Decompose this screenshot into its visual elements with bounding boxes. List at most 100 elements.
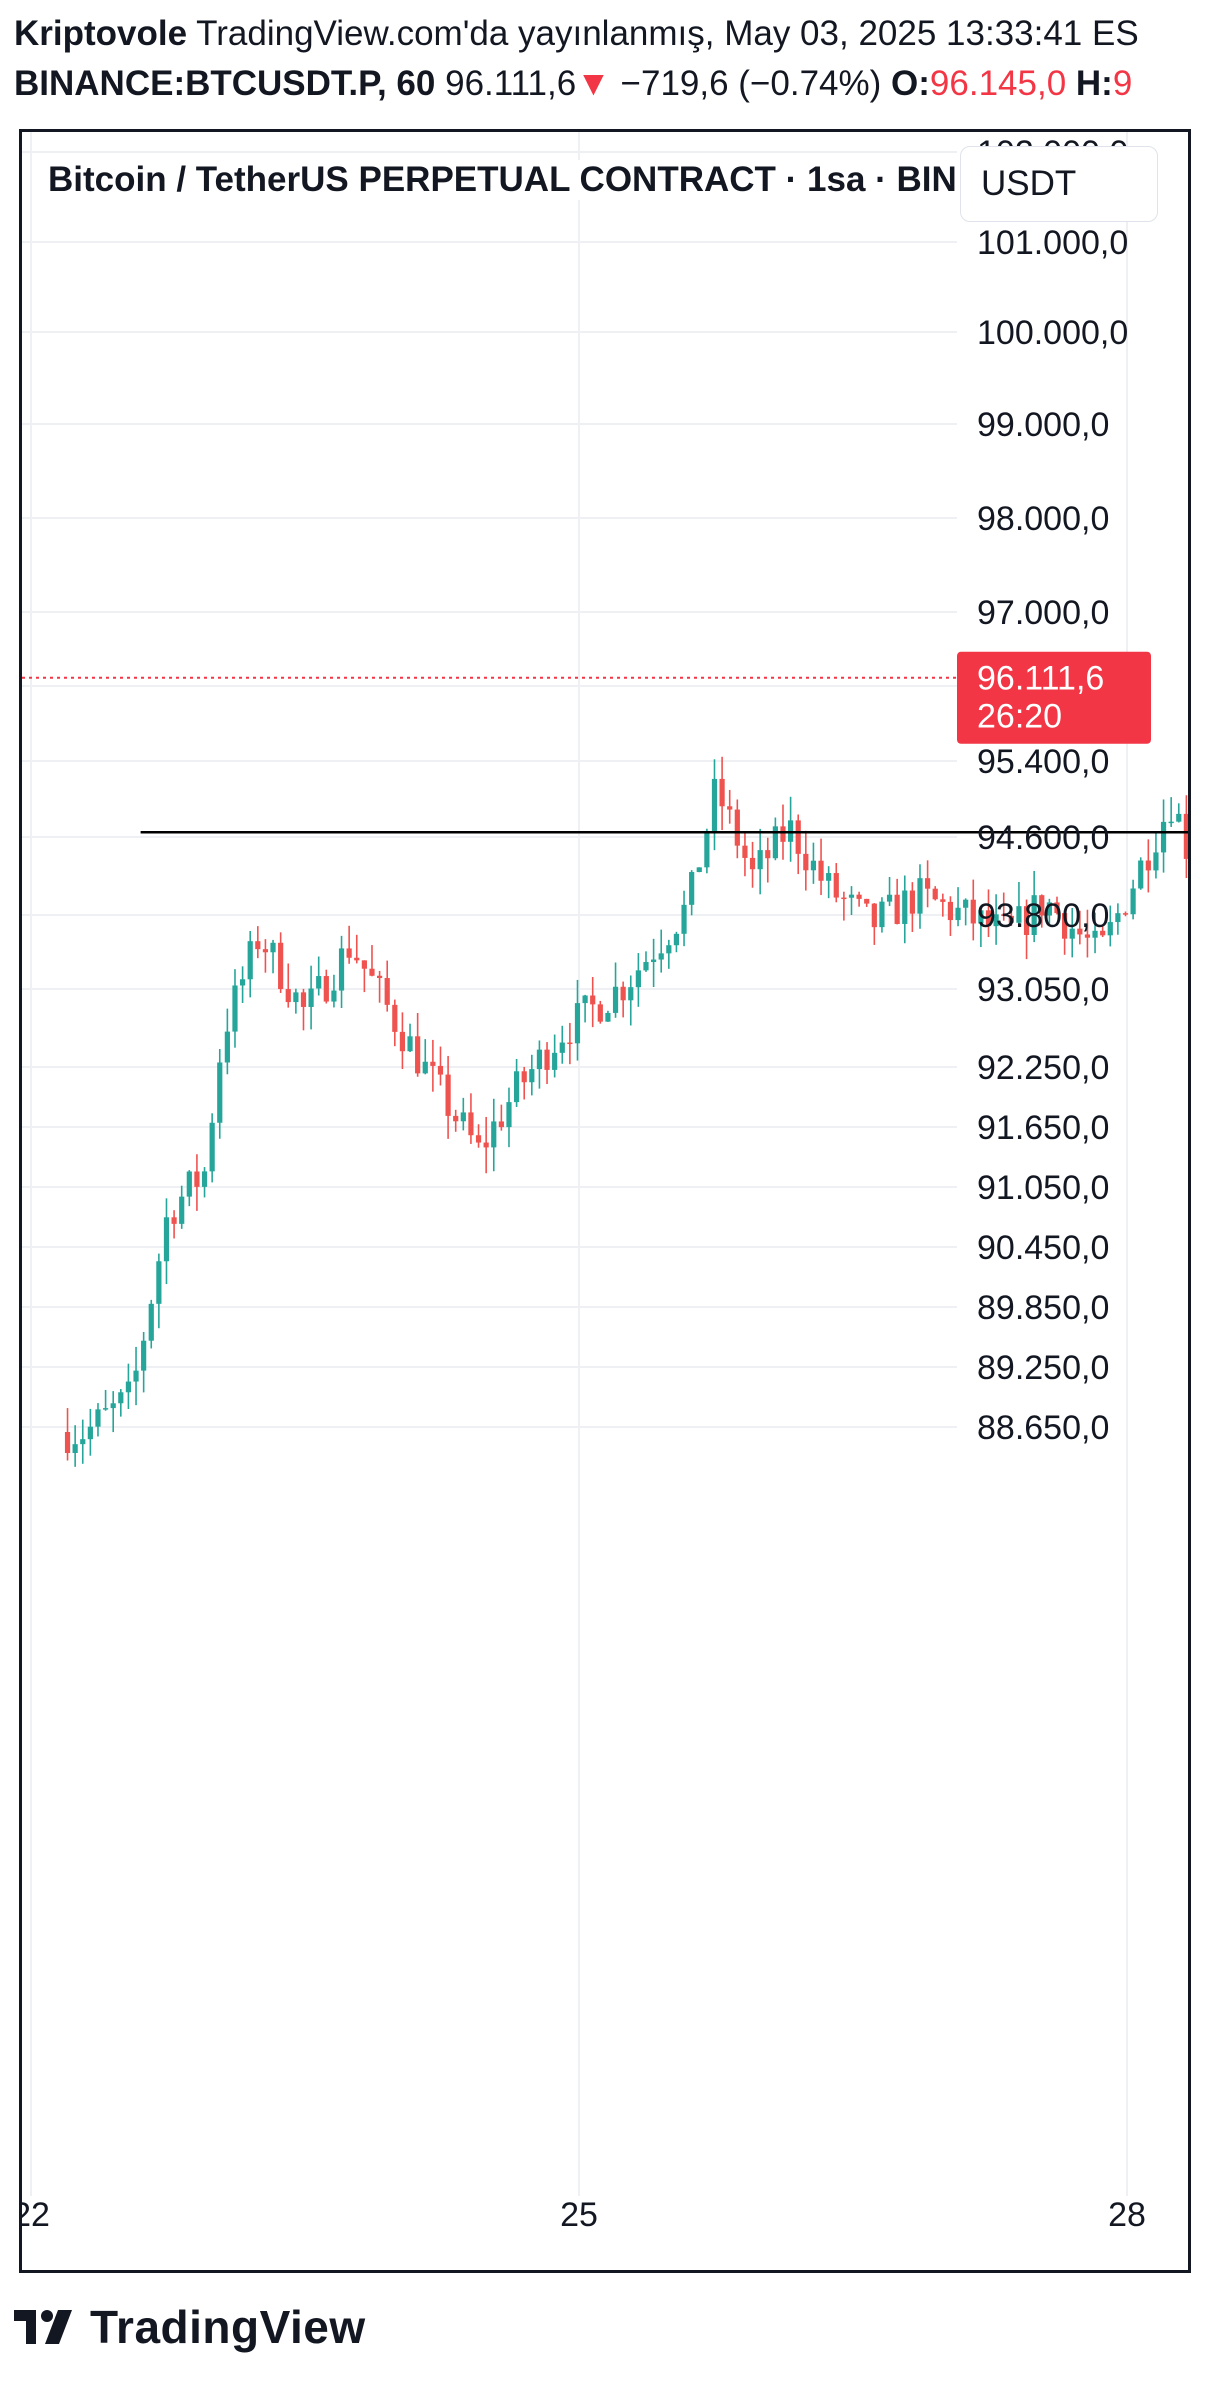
candle-body[interactable]	[194, 1171, 200, 1187]
candle-body[interactable]	[376, 975, 383, 979]
candle-body[interactable]	[1069, 928, 1075, 939]
candle-body[interactable]	[102, 1408, 109, 1410]
candle-body[interactable]	[232, 985, 238, 1032]
candle-body[interactable]	[460, 1112, 466, 1122]
candle-body[interactable]	[1176, 813, 1182, 822]
candle-body[interactable]	[719, 778, 725, 807]
candle-body[interactable]	[635, 970, 641, 988]
candle-body[interactable]	[239, 979, 246, 986]
candle-body[interactable]	[293, 992, 299, 1003]
candle-body[interactable]	[156, 1261, 162, 1304]
candle-body[interactable]	[1084, 934, 1091, 938]
candle-body[interactable]	[963, 899, 969, 908]
candle-body[interactable]	[1122, 913, 1129, 915]
candle-body[interactable]	[201, 1171, 208, 1187]
candle-body[interactable]	[513, 1071, 520, 1103]
candle-body[interactable]	[453, 1115, 459, 1122]
candle-body[interactable]	[856, 894, 862, 899]
candle-body[interactable]	[628, 987, 634, 1001]
candle-body[interactable]	[64, 1432, 71, 1453]
candle-body[interactable]	[491, 1121, 497, 1148]
candle-body[interactable]	[909, 890, 915, 914]
candle-body[interactable]	[1031, 895, 1037, 935]
candle-body[interactable]	[780, 826, 786, 842]
candle-body[interactable]	[399, 1031, 406, 1052]
price-chart[interactable]: 102.000,0101.000,0100.000,099.000,098.00…	[22, 132, 1191, 2273]
candle-body[interactable]	[308, 988, 314, 1007]
candle-body[interactable]	[552, 1052, 558, 1070]
candle-body[interactable]	[87, 1426, 93, 1440]
candle-body[interactable]	[1138, 860, 1144, 889]
candle-body[interactable]	[673, 933, 680, 946]
candle-body[interactable]	[110, 1403, 116, 1409]
candle-body[interactable]	[582, 995, 588, 1004]
candle-body[interactable]	[666, 945, 672, 954]
candle-body[interactable]	[468, 1112, 474, 1136]
candle-body[interactable]	[498, 1121, 504, 1128]
candle-body[interactable]	[141, 1340, 147, 1371]
candle-body[interactable]	[1008, 915, 1014, 923]
candle-body[interactable]	[742, 845, 748, 858]
candle-body[interactable]	[506, 1102, 512, 1128]
candle-body[interactable]	[323, 976, 329, 1002]
chart-frame[interactable]: 102.000,0101.000,0100.000,099.000,098.00…	[19, 129, 1191, 2273]
candle-body[interactable]	[620, 986, 626, 1001]
candle-body[interactable]	[72, 1444, 78, 1453]
candle-body[interactable]	[1062, 913, 1068, 939]
candle-body[interactable]	[1153, 852, 1159, 871]
candle-body[interactable]	[95, 1409, 101, 1427]
candle-body[interactable]	[658, 953, 664, 960]
candle-body[interactable]	[803, 853, 809, 871]
candle-body[interactable]	[574, 1003, 581, 1044]
candle-body[interactable]	[765, 850, 771, 859]
candle-body[interactable]	[727, 806, 733, 810]
candle-body[interactable]	[704, 830, 710, 868]
candle-body[interactable]	[757, 850, 763, 870]
candle-body[interactable]	[148, 1303, 154, 1341]
candle-body[interactable]	[133, 1370, 139, 1382]
candle-body[interactable]	[848, 894, 855, 898]
candle-body[interactable]	[536, 1049, 543, 1070]
candle-body[interactable]	[810, 860, 817, 871]
candle-body[interactable]	[749, 857, 756, 870]
candle-body[interactable]	[734, 809, 740, 846]
candle-body[interactable]	[392, 1004, 398, 1032]
candle-body[interactable]	[818, 860, 824, 881]
candle-body[interactable]	[643, 962, 649, 971]
candle-body[interactable]	[163, 1217, 170, 1262]
candle-body[interactable]	[407, 1036, 413, 1052]
candle-body[interactable]	[795, 820, 801, 854]
candle-body[interactable]	[567, 1042, 573, 1045]
candle-body[interactable]	[612, 986, 619, 1013]
candle-body[interactable]	[871, 903, 877, 928]
candle-body[interactable]	[894, 894, 900, 924]
candle-body[interactable]	[217, 1062, 223, 1123]
candle-body[interactable]	[118, 1392, 124, 1404]
candle-body[interactable]	[346, 948, 352, 958]
candle-body[interactable]	[1023, 906, 1030, 935]
candle-body[interactable]	[1130, 888, 1136, 915]
candle-body[interactable]	[80, 1439, 86, 1445]
candle-body[interactable]	[605, 1012, 611, 1022]
candle-body[interactable]	[209, 1122, 215, 1172]
candle-body[interactable]	[902, 890, 908, 924]
candle-body[interactable]	[985, 910, 992, 927]
candle-body[interactable]	[361, 960, 367, 969]
candle-body[interactable]	[978, 910, 984, 924]
candle-body[interactable]	[993, 914, 999, 927]
candle-body[interactable]	[1016, 906, 1022, 923]
candle-body[interactable]	[445, 1074, 451, 1116]
candle-body[interactable]	[879, 901, 885, 928]
candle-body[interactable]	[262, 949, 269, 953]
candle-body[interactable]	[955, 907, 961, 921]
candle-body[interactable]	[1039, 895, 1045, 916]
candle-body[interactable]	[559, 1042, 565, 1053]
candle-body[interactable]	[917, 878, 923, 914]
candle-body[interactable]	[1092, 930, 1098, 938]
candle-body[interactable]	[179, 1196, 185, 1224]
tradingview-logo[interactable]: TradingView	[14, 2300, 366, 2354]
candle-body[interactable]	[300, 992, 307, 1007]
candle-body[interactable]	[247, 941, 253, 980]
candle-body[interactable]	[338, 948, 345, 991]
candle-body[interactable]	[1001, 914, 1007, 916]
